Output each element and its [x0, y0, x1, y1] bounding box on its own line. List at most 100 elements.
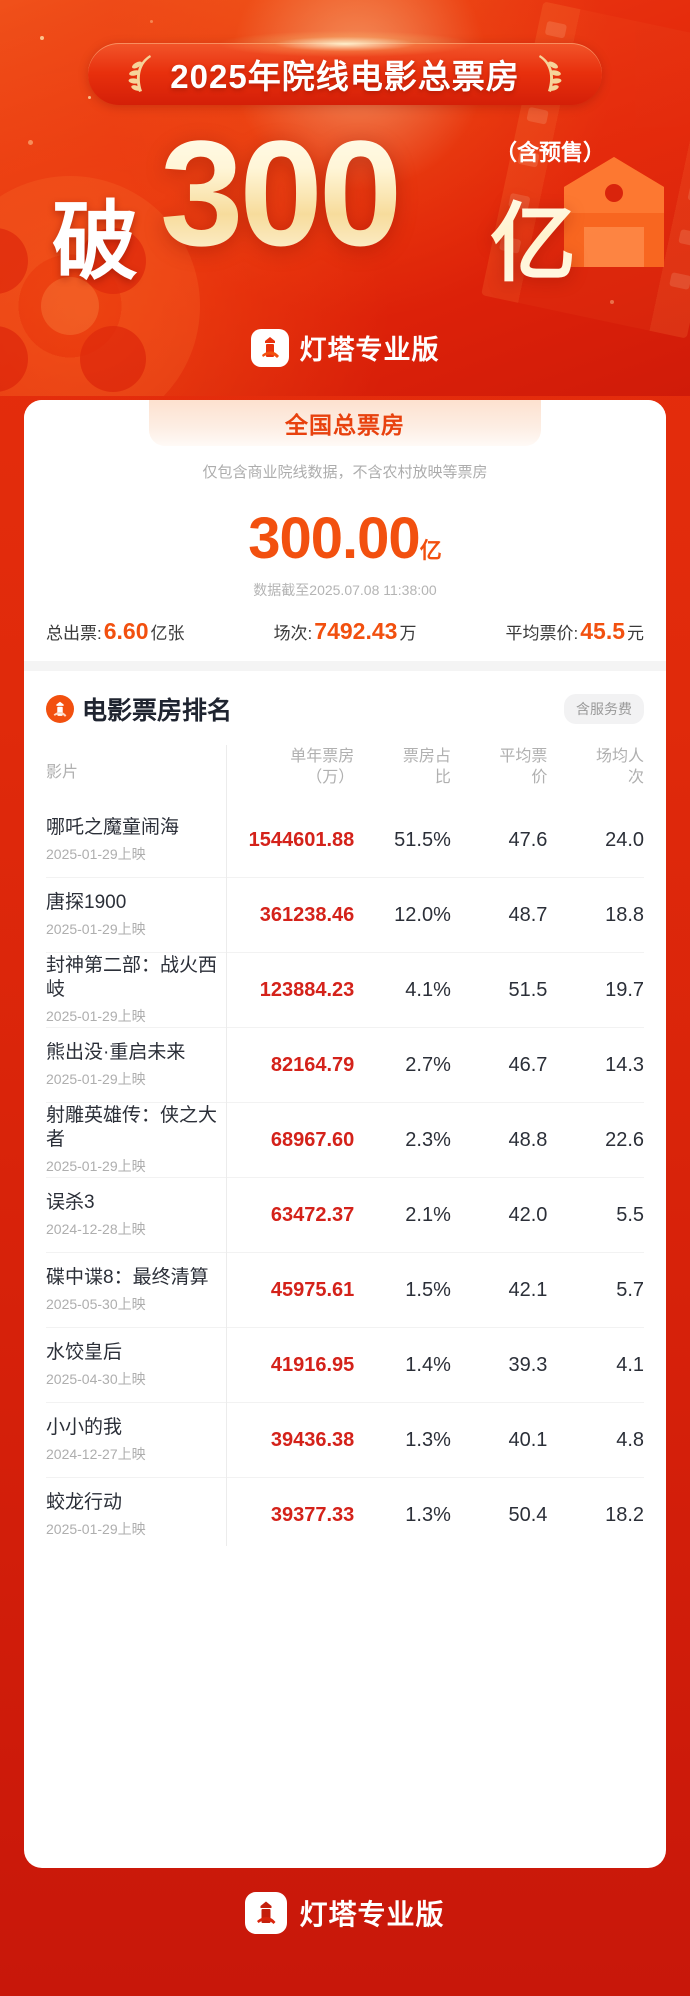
stat-tickets: 总出票:6.60 亿张 [46, 618, 185, 645]
summary-stats: 总出票:6.60 亿张 场次:7492.43 万 平均票价:45.5 元 [24, 600, 666, 649]
avg-price-cell: 50.4 [508, 1503, 548, 1526]
table-row[interactable]: 熊出没·重启未来 2025-01-29上映 82164.79 2.7% 46.7 14.3 [46, 1028, 644, 1102]
avg-people-cell: 18.8 [605, 903, 645, 926]
film-release-date: 2025-01-29上映 [46, 1070, 146, 1087]
avg-people-cell: 22.6 [605, 1128, 645, 1151]
film-cell: 小小的我 2024-12-27上映 [46, 1416, 226, 1464]
lighthouse-icon [250, 328, 289, 367]
col-header-share: 票房占 比 [354, 745, 451, 789]
table-header-row: 影片 单年票房 （万） 票房占 比 平均票 价 场均人 次 [46, 737, 644, 803]
col-header-box-office-l2: （万） [306, 768, 355, 786]
film-name: 唐探1900 [46, 892, 127, 914]
service-fee-badge: 含服务费 [564, 694, 644, 724]
film-cell: 哪吒之魔童闹海 2025-01-29上映 [46, 816, 226, 864]
table-row[interactable]: 射雕英雄传：侠之大者 2025-01-29上映 68967.60 2.3% 48.8 22… [46, 1103, 644, 1177]
col-header-avg-people: 场均人 次 [547, 745, 644, 789]
avg-people-cell: 4.1 [616, 1353, 645, 1376]
col-header-share-l1: 票房占 [402, 748, 451, 765]
col-header-avg-price-l2: 价 [531, 768, 548, 786]
film-release-date: 2025-05-30上映 [46, 1295, 146, 1312]
row-separator [46, 1252, 644, 1253]
stat-screenings: 场次:7492.43 万 [274, 618, 417, 645]
table-row[interactable]: 蛟龙行动 2025-01-29上映 39377.33 1.3% 50.4 18.2 [46, 1478, 644, 1552]
table-row[interactable]: 碟中谍8：最终清算 2025-05-30上映 45975.61 1.5% 42.1 5.7 [46, 1253, 644, 1327]
avg-price-cell: 42.0 [508, 1203, 548, 1226]
box-office-cell: 68967.60 [270, 1128, 355, 1151]
share-cell: 12.0% [394, 903, 451, 926]
avg-price-cell: 40.1 [508, 1428, 548, 1451]
film-name: 熊出没·重启未来 [46, 1042, 186, 1064]
film-name: 封神第二部：战火西岐 [46, 955, 218, 1000]
summary-heading: 全国总票房 [149, 400, 541, 446]
avg-price-cell: 48.8 [508, 1128, 548, 1151]
row-separator [46, 1027, 644, 1028]
row-separator [46, 1477, 644, 1478]
stat-avg-price-value: 45.5 [580, 618, 625, 644]
avg-people-cell: 5.5 [616, 1203, 645, 1226]
stat-avg-price-unit: 元 [627, 624, 644, 643]
stat-screenings-label: 场次: [273, 624, 313, 643]
summary-unit: 亿 [419, 538, 442, 563]
box-office-cell: 82164.79 [270, 1053, 355, 1076]
film-cell: 熊出没·重启未来 2025-01-29上映 [46, 1041, 226, 1089]
summary-section: 全国总票房 仅包含商业院线数据，不含农村放映等票房 300.00亿 数据截至20… [24, 400, 666, 661]
stat-screenings-value: 7492.43 [314, 618, 398, 644]
col-header-film: 影片 [46, 764, 79, 781]
table-row[interactable]: 哪吒之魔童闹海 2025-01-29上映 1544601.88 51.5% 47.6 24… [46, 803, 644, 877]
film-release-date: 2025-01-29上映 [46, 1007, 146, 1024]
table-vertical-divider [226, 745, 227, 1546]
stat-tickets-unit: 亿张 [150, 624, 185, 643]
film-name: 射雕英雄传：侠之大者 [46, 1105, 218, 1150]
avg-people-cell: 5.7 [616, 1278, 645, 1301]
table-row[interactable]: 唐探1900 2025-01-29上映 361238.46 12.0% 48.7 18.8 [46, 878, 644, 952]
film-cell: 蛟龙行动 2025-01-29上映 [46, 1491, 226, 1539]
hero-unit: 亿 [490, 173, 576, 298]
laurel-right-icon [538, 55, 562, 92]
film-cell: 碟中谍8：最终清算 2025-05-30上映 [46, 1266, 226, 1314]
avg-price-cell: 42.1 [508, 1278, 548, 1301]
film-release-date: 2025-01-29上映 [46, 1520, 146, 1537]
avg-people-cell: 14.3 [605, 1053, 645, 1076]
avg-price-cell: 39.3 [508, 1353, 548, 1376]
col-header-share-l2: 比 [434, 768, 451, 786]
avg-people-cell: 18.2 [605, 1503, 645, 1526]
film-release-date: 2025-01-29上映 [46, 1157, 146, 1174]
share-cell: 2.1% [405, 1203, 451, 1226]
box-office-cell: 39436.38 [270, 1428, 355, 1451]
share-cell: 1.3% [405, 1428, 451, 1451]
table-row[interactable]: 小小的我 2024-12-27上映 39436.38 1.3% 40.1 4.8 [46, 1403, 644, 1477]
film-cell: 水饺皇后 2025-04-30上映 [46, 1341, 226, 1389]
avg-people-cell: 4.8 [616, 1428, 645, 1451]
stat-tickets-label: 总出票: [46, 624, 102, 643]
avg-price-cell: 48.7 [508, 903, 548, 926]
ranking-header: 电影票房排名 含服务费 [24, 671, 666, 737]
hero-title-pill: 2025年院线电影总票房 [88, 31, 602, 105]
share-cell: 2.3% [405, 1128, 451, 1151]
hero-po-text: 破 [52, 194, 138, 290]
film-name: 哪吒之魔童闹海 [46, 817, 180, 839]
avg-people-cell: 19.7 [605, 978, 645, 1001]
ranking-table: 影片 单年票房 （万） 票房占 比 平均票 价 场均人 次 哪吒之魔 [24, 737, 666, 1552]
content-card: 全国总票房 仅包含商业院线数据，不含农村放映等票房 300.00亿 数据截至20… [24, 400, 666, 1868]
summary-value: 300.00 [248, 506, 420, 571]
ranking-title: 电影票房排名 [82, 697, 233, 725]
row-separator [46, 1327, 644, 1328]
avg-price-cell: 51.5 [508, 978, 548, 1001]
col-header-avg-price: 平均票 价 [451, 745, 548, 789]
table-row[interactable]: 误杀3 2024-12-28上映 63472.37 2.1% 42.0 5.5 [46, 1178, 644, 1252]
hero-brand: 灯塔专业版 [0, 328, 690, 367]
cinema-house-icon [564, 157, 664, 267]
row-separator [46, 1402, 644, 1403]
film-cell: 误杀3 2024-12-28上映 [46, 1191, 226, 1239]
row-separator [46, 877, 644, 878]
avg-price-cell: 46.7 [508, 1053, 548, 1076]
table-row[interactable]: 封神第二部：战火西岐 2025-01-29上映 123884.23 4.1% 51.5 1… [46, 953, 644, 1027]
share-cell: 51.5% [394, 828, 451, 851]
table-row[interactable]: 水饺皇后 2025-04-30上映 41916.95 1.4% 39.3 4.1 [46, 1328, 644, 1402]
film-cell: 射雕英雄传：侠之大者 2025-01-29上映 [46, 1104, 226, 1176]
share-cell: 1.3% [405, 1503, 451, 1526]
share-cell: 4.1% [405, 978, 451, 1001]
summary-value-wrap: 300.00亿 [24, 510, 666, 568]
avg-people-cell: 24.0 [605, 828, 645, 851]
row-separator [46, 952, 644, 953]
